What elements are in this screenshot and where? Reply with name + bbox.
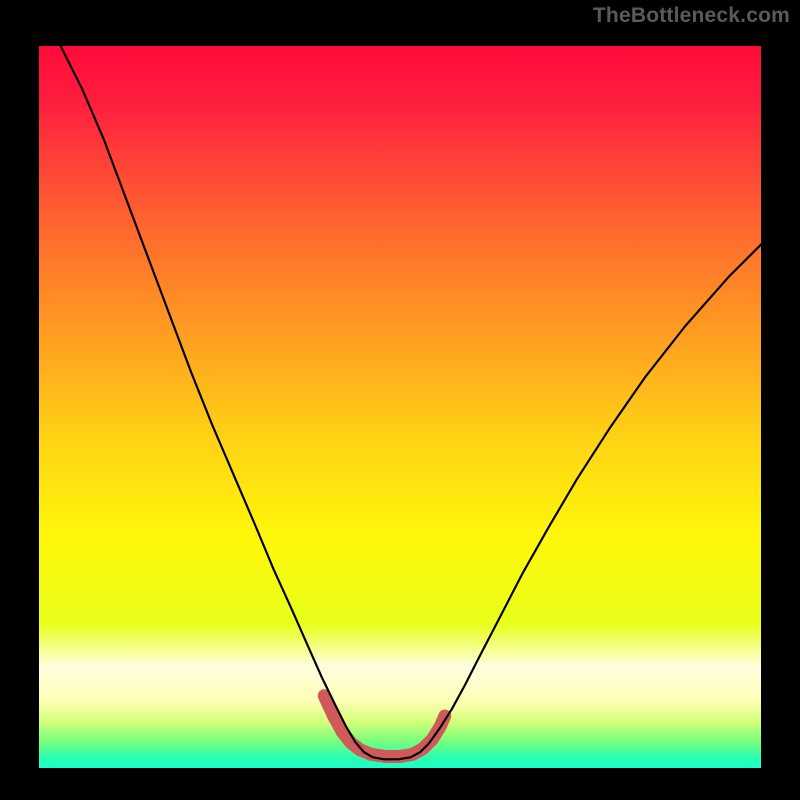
bottleneck-curve-highlight — [324, 696, 445, 757]
canvas: TheBottleneck.com — [0, 0, 800, 800]
watermark-text: TheBottleneck.com — [593, 4, 790, 28]
curve-overlay — [39, 46, 761, 768]
plot-area — [39, 46, 761, 768]
bottleneck-curve-main — [61, 46, 761, 759]
